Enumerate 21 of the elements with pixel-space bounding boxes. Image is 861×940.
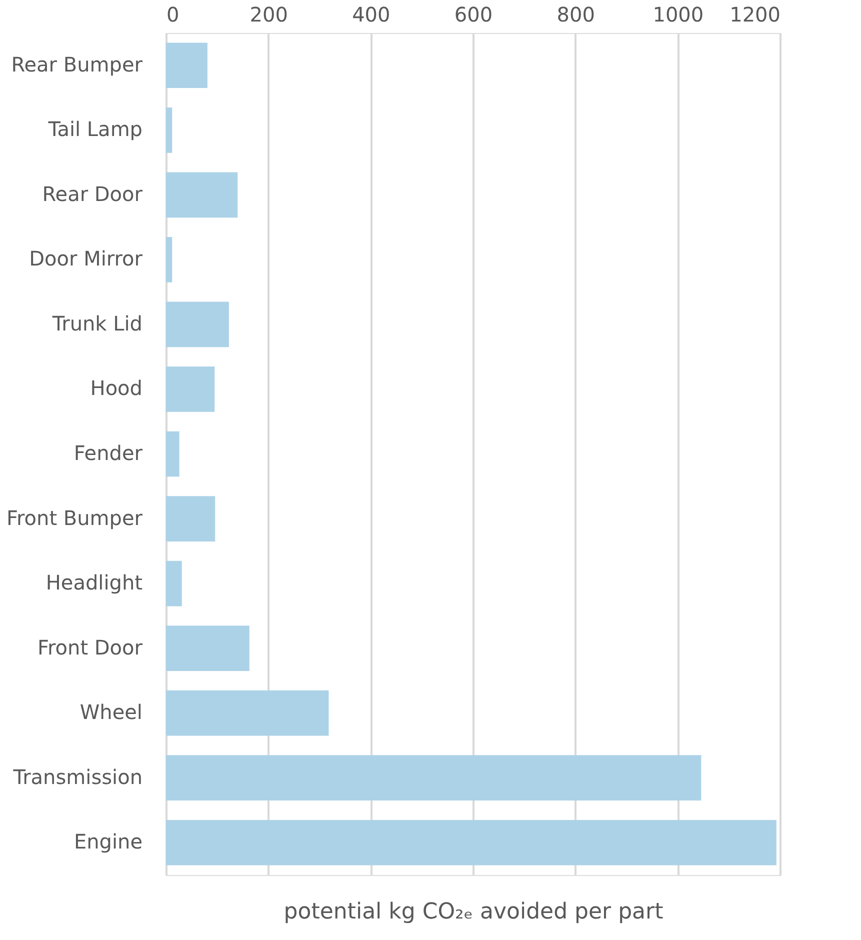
y-tick-label: Front Bumper (6, 506, 144, 530)
y-tick-label: Fender (74, 441, 144, 465)
y-tick-label: Engine (74, 830, 142, 854)
x-tick-label: 0 (166, 2, 180, 26)
y-tick-label: Rear Door (42, 182, 144, 206)
y-tick-label: Trunk Lid (51, 311, 142, 336)
y-tick-label: Rear Bumper (11, 52, 144, 76)
y-tick-label: Tail Lamp (47, 117, 142, 142)
y-tick-label: Door Mirror (29, 246, 144, 271)
x-tick-label: 1000 (652, 2, 704, 26)
x-tick-label: 800 (556, 2, 595, 26)
x-axis-title: potential kg CO₂ₑ avoided per part (284, 900, 664, 924)
y-tick-label: Transmission (12, 764, 142, 789)
y-tick-label: Hood (90, 376, 142, 400)
y-tick-label: Front Door (37, 635, 144, 660)
y-tick-label: Headlight (46, 570, 143, 595)
x-tick-label: 200 (250, 2, 288, 26)
x-tick-label: 1200 (730, 2, 780, 26)
x-tick-label: 600 (454, 2, 493, 26)
y-tick-label: Wheel (80, 700, 142, 724)
x-tick-label: 400 (352, 2, 390, 26)
